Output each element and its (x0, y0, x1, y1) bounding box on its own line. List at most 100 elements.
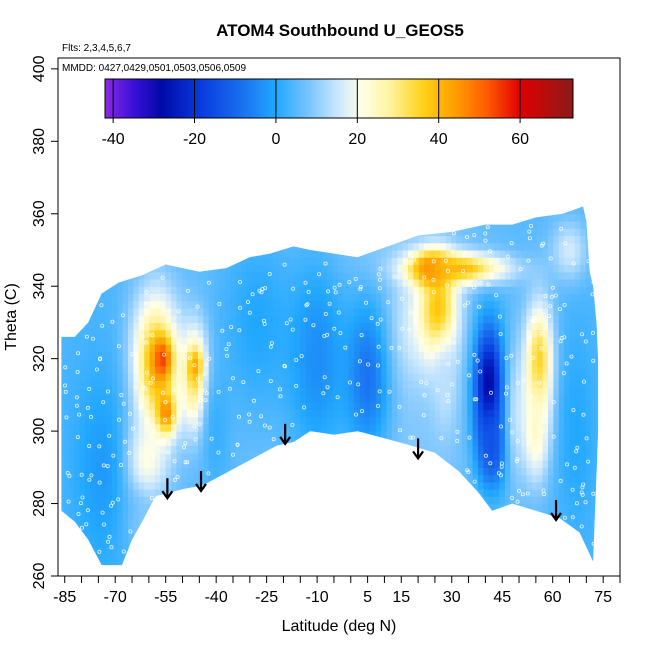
field-cell (472, 206, 479, 208)
field-cell (149, 351, 156, 360)
field-cell (348, 358, 355, 367)
field-cell (434, 431, 441, 439)
field-cell (418, 315, 425, 323)
field-cell (61, 539, 64, 548)
field-cell (494, 467, 501, 476)
field-cell (521, 481, 528, 490)
field-cell (504, 539, 511, 548)
field-cell (133, 286, 140, 294)
field-cell (235, 257, 242, 265)
field-cell (531, 394, 538, 403)
field-cell (456, 221, 463, 229)
field-cell (203, 402, 210, 410)
field-cell (154, 322, 161, 331)
field-cell (294, 503, 301, 512)
field-cell (176, 329, 183, 338)
field-cell (354, 438, 361, 447)
field-cell (386, 264, 393, 273)
field-cell (327, 300, 334, 309)
field-cell (434, 416, 441, 425)
field-cell (257, 474, 264, 483)
field-cell (95, 561, 102, 566)
field-cell (510, 503, 517, 512)
field-cell (181, 467, 188, 476)
field-cell (63, 242, 70, 251)
field-cell (397, 387, 404, 396)
field-cell (251, 402, 258, 410)
field-cell (402, 293, 409, 302)
field-cell (187, 206, 194, 208)
field-cell (483, 525, 490, 534)
field-cell (268, 293, 274, 302)
field-cell (359, 206, 366, 215)
field-cell (160, 279, 167, 287)
field-cell (241, 206, 248, 208)
field-cell (445, 481, 452, 490)
field-cell (160, 474, 167, 483)
field-cell (548, 271, 554, 280)
field-cell (106, 257, 113, 265)
field-cell (187, 257, 194, 265)
field-cell (402, 242, 409, 251)
field-cell (321, 489, 328, 497)
field-cell (246, 489, 253, 497)
field-cell (79, 264, 86, 273)
field-cell (381, 351, 388, 360)
field-cell (343, 344, 350, 352)
field-cell (494, 351, 501, 360)
field-cell (499, 438, 506, 447)
field-cell (273, 235, 280, 244)
field-cell (214, 365, 221, 374)
field-cell (187, 235, 194, 244)
field-cell (214, 481, 221, 490)
field-cell (273, 539, 280, 548)
field-cell (354, 489, 361, 497)
field-cell (214, 561, 221, 566)
field-cell (187, 474, 194, 483)
field-cell (548, 474, 554, 483)
field-cell (397, 416, 404, 425)
field-cell (181, 242, 188, 251)
field-cell (117, 474, 124, 483)
field-cell (294, 460, 301, 468)
field-cell (262, 307, 269, 316)
field-cell (187, 489, 194, 497)
field-cell (424, 300, 431, 309)
field-cell (575, 569, 581, 577)
field-cell (467, 293, 474, 302)
field-cell (278, 279, 285, 287)
field-cell (558, 467, 565, 476)
field-cell (294, 452, 301, 461)
field-cell (354, 293, 361, 302)
field-cell (488, 351, 495, 360)
field-cell (171, 336, 178, 345)
field-cell (472, 250, 479, 258)
field-cell (332, 467, 339, 476)
field-cell (348, 489, 355, 497)
field-cell (61, 474, 64, 483)
field-cell (526, 438, 533, 447)
field-cell (429, 547, 436, 555)
field-cell (165, 518, 172, 526)
field-cell (456, 206, 463, 215)
field-cell (440, 467, 447, 476)
field-cell (101, 525, 108, 534)
field-cell (84, 554, 91, 563)
field-cell (478, 409, 484, 418)
field-cell (521, 532, 528, 541)
field-cell (564, 221, 571, 229)
field-cell (63, 481, 70, 490)
field-cell (224, 279, 231, 287)
field-cell (160, 307, 167, 316)
field-cell (246, 496, 253, 505)
field-cell (348, 387, 355, 396)
field-cell (203, 474, 210, 483)
field-cell (241, 496, 248, 505)
field-cell (483, 351, 490, 360)
field-cell (504, 257, 511, 265)
field-cell (230, 474, 237, 483)
field-cell (300, 221, 307, 229)
field-cell (418, 329, 425, 338)
field-cell (61, 206, 64, 208)
field-cell (445, 489, 452, 497)
